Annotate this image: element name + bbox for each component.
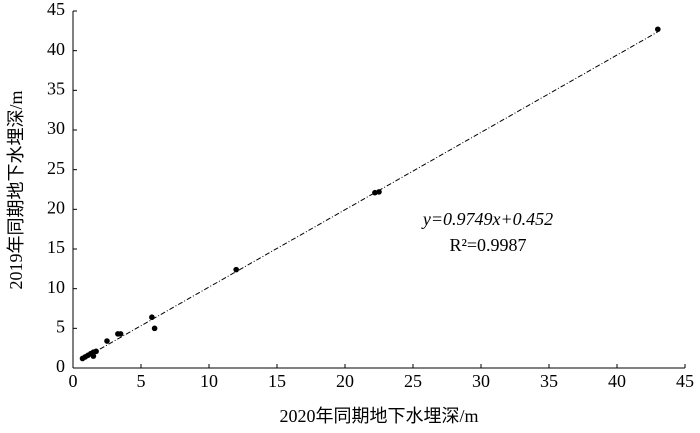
point (655, 26, 661, 33)
x-tick-label: 35 (540, 371, 558, 391)
trend-line (82, 31, 659, 360)
x-tick-label: 30 (472, 371, 490, 391)
point (79, 355, 86, 362)
x-tick-label: 20 (336, 371, 354, 391)
x-tick-label: 25 (404, 371, 422, 391)
point (376, 189, 382, 195)
y-tick-label: 25 (47, 158, 65, 178)
x-tick-label: 5 (137, 371, 146, 391)
y-tick-label: 5 (56, 316, 65, 336)
y-tick-label: 35 (47, 78, 65, 98)
x-tick-label: 0 (69, 371, 78, 391)
point (104, 338, 110, 344)
y-tick-label: 0 (56, 356, 65, 376)
x-axis-label: 2020年同期地下水埋深/m (279, 406, 478, 426)
y-axis-label: 2019年同期地下水埋深/m (6, 90, 26, 289)
y-tick-label: 15 (47, 237, 65, 257)
y-tick-label: 20 (47, 197, 65, 217)
y-tick-label: 10 (47, 277, 65, 297)
y-tick-label: 30 (47, 118, 65, 138)
x-tick-label: 45 (676, 371, 694, 391)
point (115, 331, 121, 337)
point (233, 266, 239, 273)
y-tick-label: 45 (47, 0, 65, 19)
x-tick-label: 40 (608, 371, 626, 391)
point (149, 314, 155, 321)
y-tick-label: 40 (47, 39, 65, 59)
x-tick-label: 10 (200, 371, 218, 391)
trend-equation: y=0.9749x+0.452 (421, 209, 553, 229)
point (151, 325, 158, 332)
x-tick-label: 15 (268, 371, 286, 391)
trend-r2: R²=0.9987 (449, 235, 526, 255)
